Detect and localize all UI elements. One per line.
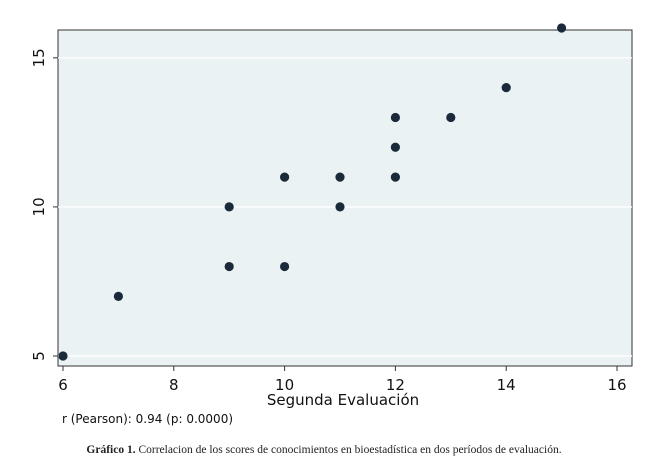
figure-caption: Gráfico 1. Correlacion de los scores de … (6, 444, 642, 456)
scatter-point (557, 23, 567, 33)
scatter-point (113, 291, 123, 301)
scatter-chart: 5 10 15 6 8 10 12 14 16 Segunda Evaluación r (Pe… (30, 23, 633, 426)
x-tick-label: 14 (497, 376, 516, 394)
pearson-annotation: r (Pearson): 0.94 (p: 0.0000) (62, 412, 233, 426)
scatter-point (280, 261, 290, 272)
axes: 5 10 15 6 8 10 12 14 16 (30, 48, 627, 394)
x-tick-label: 12 (386, 376, 405, 394)
scatter-point (335, 202, 345, 212)
scatter-point (224, 261, 234, 272)
x-tick-label: 16 (607, 376, 626, 394)
scatter-point (501, 83, 511, 93)
x-tick-label: 8 (169, 376, 179, 394)
scatter-point (335, 172, 345, 182)
y-tick-label: 15 (30, 48, 48, 67)
x-axis-label: Segunda Evaluación (267, 391, 419, 409)
y-tick-label: 10 (30, 197, 48, 216)
scatter-point (390, 142, 400, 152)
plot-area (57, 29, 633, 367)
scatter-point (446, 112, 456, 123)
caption-label: Gráfico 1. (86, 444, 136, 456)
x-tick-label: 10 (275, 376, 294, 394)
caption-text: Correlacion de los scores de conocimient… (138, 444, 562, 456)
scatter-point (58, 351, 68, 361)
scatter-point (390, 172, 400, 182)
y-tick-label: 5 (30, 351, 48, 361)
scatter-point (390, 112, 400, 123)
data-points (58, 23, 567, 361)
scatter-point (224, 202, 234, 212)
x-tick-label: 6 (58, 376, 68, 394)
gridlines (58, 57, 632, 357)
scatter-point (280, 172, 290, 182)
